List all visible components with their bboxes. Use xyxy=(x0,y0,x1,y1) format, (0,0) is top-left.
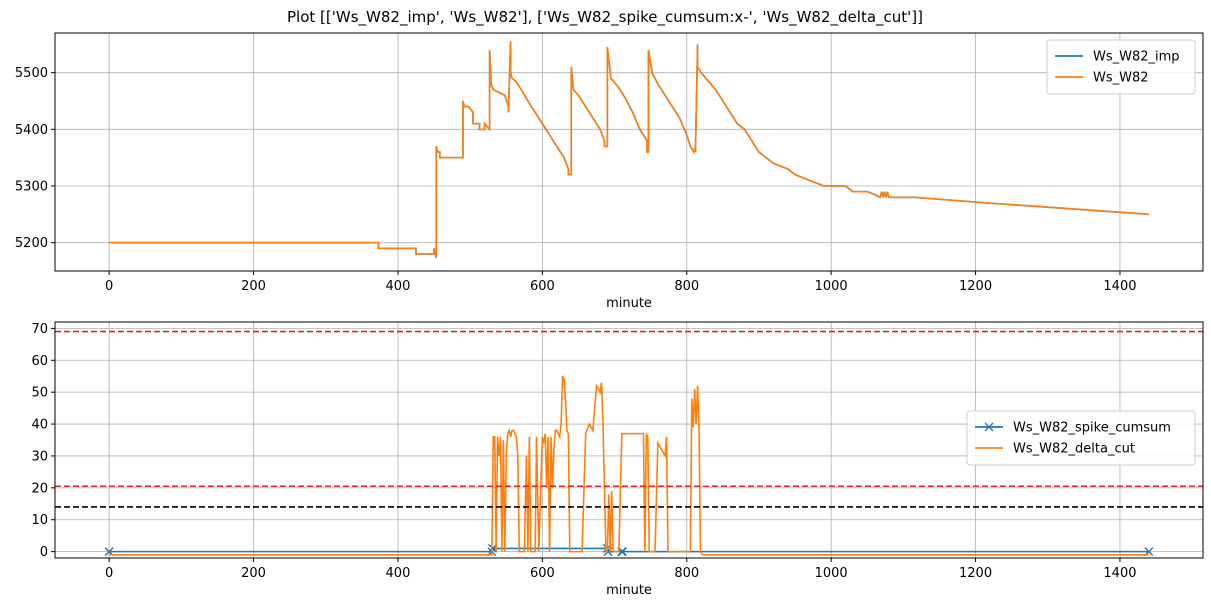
legend: Ws_W82_spike_cumsum Ws_W82_delta_cut xyxy=(966,410,1196,466)
x-tick-label: 400 xyxy=(386,566,411,581)
y-tick-label: 0 xyxy=(40,545,48,560)
x-tick-label: 0 xyxy=(105,566,113,581)
y-tick-label: 5400 xyxy=(15,123,48,138)
x-axis-label: minute xyxy=(606,296,652,311)
x-tick-label: 1000 xyxy=(815,566,848,581)
legend-marker xyxy=(984,422,994,432)
y-tick-label: 5200 xyxy=(15,236,48,251)
series-line-Ws_W82 xyxy=(109,41,1149,259)
x-tick-label: 1200 xyxy=(959,566,992,581)
axes-frame xyxy=(54,321,1204,559)
series-marker xyxy=(618,547,627,557)
series-line-Ws_W82_spike_cumsum xyxy=(109,547,1149,553)
x-tick-label: 0 xyxy=(105,279,113,294)
y-tick-label: 10 xyxy=(31,513,48,528)
y-tick-label: 30 xyxy=(31,449,48,464)
legend-label: Ws_W82_delta_cut xyxy=(1013,442,1135,457)
x-axis-label: minute xyxy=(606,583,652,598)
x-tick-label: 800 xyxy=(674,566,699,581)
series-line-Ws_W82_delta_cut xyxy=(109,375,1149,556)
x-tick-label: 1000 xyxy=(815,279,848,294)
y-tick-label: 70 xyxy=(31,322,48,337)
x-tick-label: 600 xyxy=(530,566,555,581)
legend: Ws_W82_imp Ws_W82 xyxy=(1046,39,1196,95)
y-tick-label: 50 xyxy=(31,386,48,401)
y-tick-label: 5500 xyxy=(15,66,48,81)
y-tick-label: 20 xyxy=(31,481,48,496)
y-tick-label: 40 xyxy=(31,418,48,433)
figure-title: Plot [['Ws_W82_imp', 'Ws_W82'], ['Ws_W82… xyxy=(287,8,923,27)
plot-area xyxy=(109,41,1149,259)
y-tick-label: 5300 xyxy=(15,180,48,195)
series-line-Ws_W82_imp xyxy=(109,41,1149,259)
axes-frame xyxy=(54,32,1204,272)
legend-label: Ws_W82_spike_cumsum xyxy=(1013,421,1171,436)
x-tick-label: 1400 xyxy=(1103,279,1136,294)
top-plot: 0 200 400 600 800 1000 1200 1400 5200 5300 5400 550… xyxy=(15,32,1204,311)
legend-box xyxy=(1046,39,1196,95)
x-tick-label: 1400 xyxy=(1103,566,1136,581)
legend-label: Ws_W82 xyxy=(1093,71,1149,86)
x-tick-label: 200 xyxy=(241,566,266,581)
y-tick-label: 60 xyxy=(31,354,48,369)
x-tick-label: 1200 xyxy=(959,279,992,294)
legend-box xyxy=(966,410,1196,466)
x-tick-label: 400 xyxy=(386,279,411,294)
x-tick-label: 200 xyxy=(241,279,266,294)
x-tick-label: 600 xyxy=(530,279,555,294)
x-tick-label: 800 xyxy=(674,279,699,294)
plot-area xyxy=(55,330,1203,557)
bottom-plot: 0 200 400 600 800 1000 1200 1400 0 10 20 30 40 50 60 70… xyxy=(31,321,1204,598)
legend-label: Ws_W82_imp xyxy=(1093,50,1180,65)
